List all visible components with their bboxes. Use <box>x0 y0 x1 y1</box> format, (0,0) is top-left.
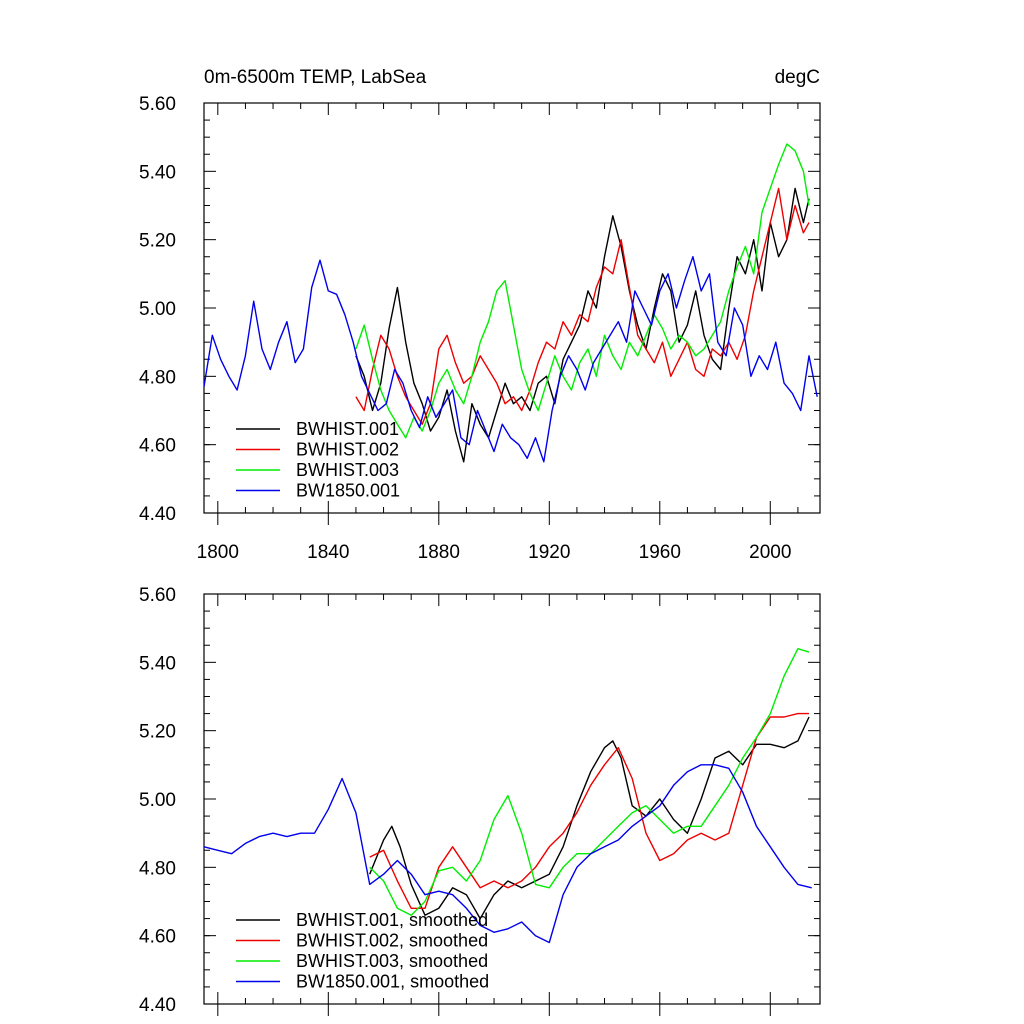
legend-label: BWHIST.001, smoothed <box>296 910 488 930</box>
y-tick-label: 4.40 <box>139 995 176 1016</box>
x-tick-label: 1920 <box>528 542 570 563</box>
legend-label: BW1850.001, smoothed <box>296 972 489 992</box>
legend-label: BWHIST.001 <box>296 419 399 439</box>
legend-label: BWHIST.003, smoothed <box>296 951 488 971</box>
x-tick-label: 1800 <box>197 542 239 563</box>
series-line-bwhist-001 <box>355 187 810 463</box>
y-tick-label: 5.40 <box>139 653 176 674</box>
x-tick-label: 1840 <box>307 542 349 563</box>
series-line-bwhist-002-smoothed <box>369 712 809 909</box>
y-tick-label: 5.40 <box>139 162 176 183</box>
legend-label: BW1850.001 <box>296 481 400 501</box>
y-tick-label: 4.80 <box>139 367 176 388</box>
panel-bottom: 4.40 4.60 4.80 5.00 5.20 5.40 5.60 BWHIST.001, … <box>139 585 821 1016</box>
series-line-bwhist-001-smoothed <box>369 716 810 920</box>
series-line-bw1850-001 <box>203 256 818 463</box>
legend-label: BWHIST.002 <box>296 440 399 460</box>
y-tick-label: 4.60 <box>139 436 176 457</box>
y-tick-label: 5.00 <box>139 790 176 811</box>
series-line-bwhist-003 <box>355 143 810 439</box>
panel-top: 0m-6500m TEMP, LabSea degC 1800 1840 1880 1… <box>139 67 821 563</box>
y-tick-label: 5.20 <box>139 231 176 252</box>
y-tick-label: 5.20 <box>139 722 176 743</box>
y-tick-label: 4.80 <box>139 858 176 879</box>
y-tick-label: 4.60 <box>139 927 176 948</box>
y-tick-label: 4.40 <box>139 504 176 525</box>
x-tick-label: 1960 <box>639 542 681 563</box>
y-tick-label: 5.00 <box>139 299 176 320</box>
y-tick-label: 5.60 <box>139 585 176 606</box>
series-line-bw1850-001-smoothed <box>203 764 812 944</box>
series-line-bwhist-002 <box>355 187 810 425</box>
x-tick-label: 1880 <box>418 542 460 563</box>
legend-label: BWHIST.003 <box>296 460 399 480</box>
chart-title: 0m-6500m TEMP, LabSea <box>204 67 427 88</box>
units-label: degC <box>775 67 820 88</box>
legend-label: BWHIST.002, smoothed <box>296 931 488 951</box>
y-tick-label: 5.60 <box>139 94 176 115</box>
x-tick-label: 2000 <box>749 542 791 563</box>
